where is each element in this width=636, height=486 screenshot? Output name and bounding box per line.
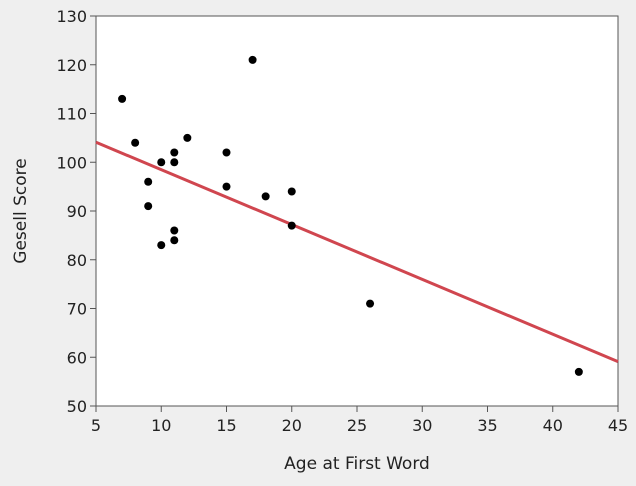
x-axis-ticks: 5 10 15 20 25 30 35 40 45	[91, 406, 628, 435]
y-tick-label: 110	[56, 105, 87, 124]
x-tick-label: 25	[347, 416, 367, 435]
y-tick-label: 90	[67, 202, 87, 221]
data-point	[170, 158, 179, 167]
data-point	[157, 158, 166, 167]
data-point	[144, 177, 153, 186]
x-tick-label: 5	[91, 416, 101, 435]
x-tick-label: 15	[216, 416, 236, 435]
x-tick-label: 30	[412, 416, 432, 435]
y-tick-label: 50	[67, 397, 87, 416]
data-point	[261, 192, 270, 201]
x-tick-label: 20	[282, 416, 302, 435]
x-tick-label: 45	[608, 416, 628, 435]
data-point	[574, 367, 583, 376]
y-tick-label: 80	[67, 251, 87, 270]
x-tick-label: 40	[543, 416, 563, 435]
data-point	[366, 299, 375, 308]
plot-area	[95, 15, 619, 407]
y-tick-label: 70	[67, 300, 87, 319]
data-point	[287, 221, 296, 230]
y-tick-label: 130	[56, 7, 87, 26]
x-tick-label: 10	[151, 416, 171, 435]
data-point	[118, 94, 127, 103]
data-point	[248, 55, 257, 64]
y-axis-ticks: 50 60 70 80 90 100 110 120 130	[56, 7, 96, 416]
data-point	[170, 236, 179, 245]
data-point	[131, 138, 140, 147]
data-point	[170, 148, 179, 157]
data-points	[118, 55, 583, 376]
data-point	[287, 187, 296, 196]
x-tick-label: 35	[477, 416, 497, 435]
fit-line-group	[95, 140, 619, 364]
data-point	[222, 148, 231, 157]
y-axis-title: Gesell Score	[11, 158, 31, 263]
y-tick-label: 120	[56, 56, 87, 75]
data-point	[222, 182, 231, 191]
x-axis-title: Age at First Word	[284, 454, 430, 474]
data-point	[170, 226, 179, 235]
y-tick-label: 100	[56, 153, 87, 172]
data-point	[144, 202, 153, 211]
fit-line	[95, 140, 619, 364]
y-tick-label: 60	[67, 348, 87, 367]
data-point	[157, 241, 166, 250]
data-point	[183, 133, 192, 142]
